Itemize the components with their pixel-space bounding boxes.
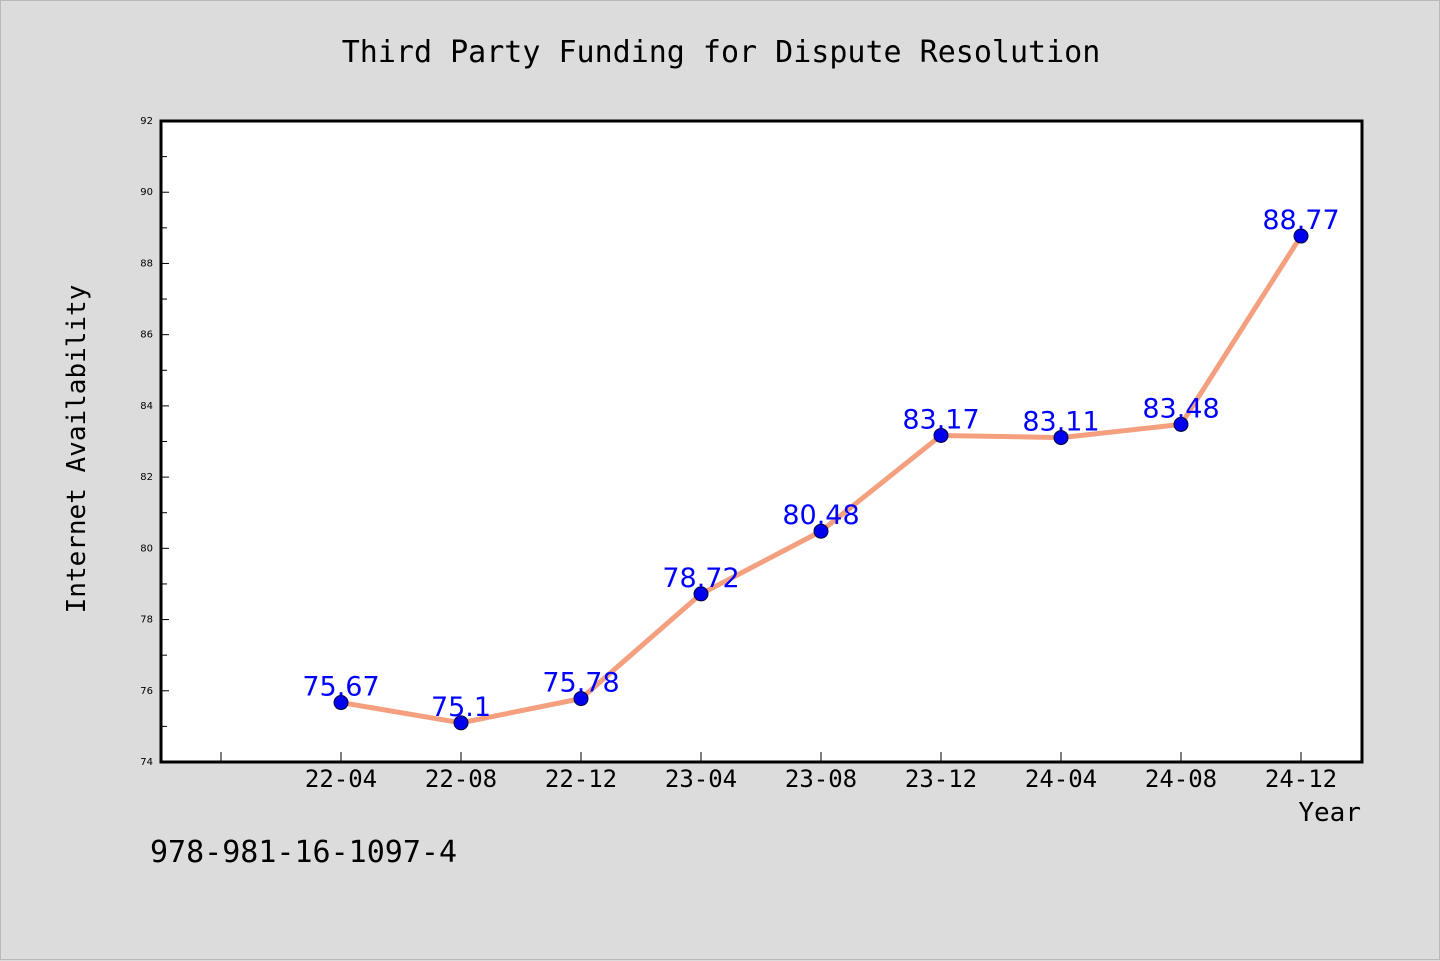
x-tick-label: 22-12 [545,765,617,793]
data-point [1173,416,1189,432]
plot-area [159,119,1364,764]
data-point [1293,228,1309,244]
y-tick-label: 74 [140,757,153,768]
y-tick-label: 90 [140,187,153,198]
isbn-code: 978-981-16-1097-4 [150,835,458,870]
y-tick-label: 92 [140,116,153,127]
data-label: 83.17 [902,404,979,435]
x-tick-label: 23-08 [785,765,857,793]
data-label: 75.1 [431,692,491,723]
x-tick-label: 23-12 [905,765,977,793]
x-tick-label: 22-04 [305,765,377,793]
y-tick-label: 84 [140,401,153,412]
data-point [453,715,469,731]
data-point [933,427,949,443]
y-axis-label: Internet Availability [62,285,92,614]
y-tick-label: 78 [140,615,153,626]
y-tick-label: 86 [140,330,153,341]
data-point [693,586,709,602]
data-point [573,691,589,707]
x-tick-label: 23-04 [665,765,737,793]
data-label: 75.78 [542,668,619,699]
x-tick-label: 24-12 [1265,765,1337,793]
chart-title: Third Party Funding for Dispute Resoluti… [341,35,1101,70]
data-label: 78.72 [662,563,739,594]
x-tick-label: 24-04 [1025,765,1097,793]
y-tick-label: 88 [140,258,153,269]
x-tick-label: 24-08 [1145,765,1217,793]
x-tick-label: 22-08 [425,765,497,793]
y-tick-label: 82 [140,472,153,483]
data-label: 83.48 [1142,393,1219,424]
data-point [333,695,349,711]
data-label: 80.48 [782,500,859,531]
series-markers [333,228,1309,731]
data-point [1053,430,1069,446]
y-tick-label: 80 [140,543,153,554]
y-tick-label: 76 [140,686,153,697]
x-axis: 22-04 22-08 22-12 23-04 23-08 23-12 24-04 24-08… [220,752,1337,793]
data-point [813,523,829,539]
data-label: 75.67 [302,672,379,703]
x-axis-label: Year [1298,798,1361,828]
data-label: 83.11 [1022,407,1099,438]
data-label: 88.77 [1262,205,1339,236]
data-labels: 75.67 75.1 75.78 78.72 80.48 83.17 83.11 83.48 8… [302,205,1339,723]
y-axis: 74 76 78 80 82 84 86 88 90 92 [140,116,169,768]
